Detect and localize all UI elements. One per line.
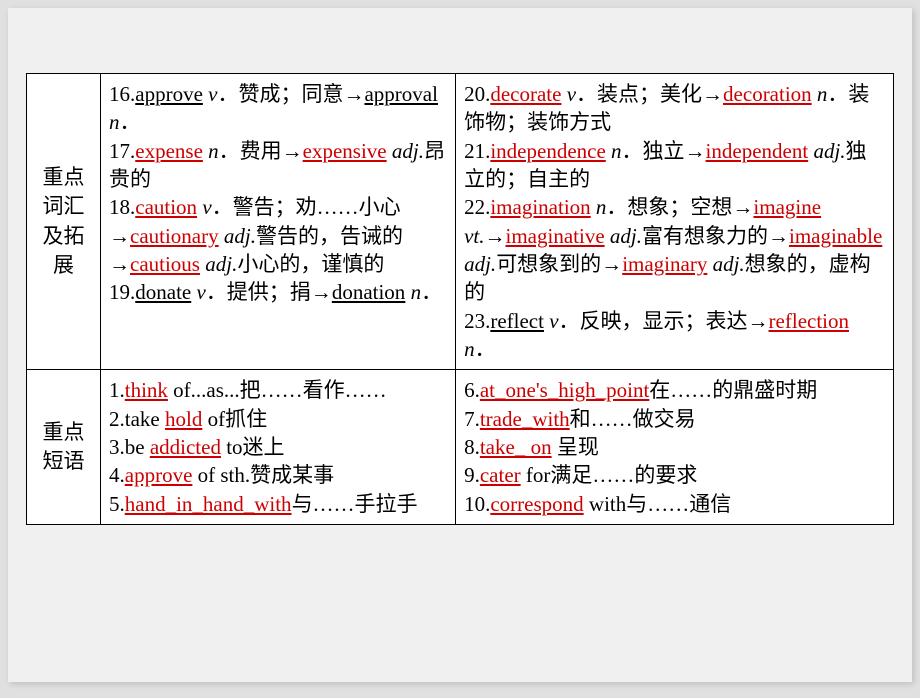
entry: 2.take hold of抓住 xyxy=(109,407,267,431)
content-cell-left-0: 16.approve v．赞成；同意→approval n．17.expense… xyxy=(101,74,456,370)
entry: 21.independence n．独立→independent adj.独立的… xyxy=(464,139,866,191)
content-cell-left-1: 1.think of...as...把……看作…… 2.take hold of抓… xyxy=(101,370,456,525)
row-label: 重点词汇及拓展 xyxy=(27,74,101,370)
row-label: 重点短语 xyxy=(27,370,101,525)
content-cell-right-1: 6.at_one's_high_point在……的鼎盛时期 7.trade_wit… xyxy=(456,370,894,525)
entry: 6.at_one's_high_point在……的鼎盛时期 xyxy=(464,378,817,402)
entry: 17.expense n．费用→expensive adj.昂贵的 xyxy=(109,139,445,191)
table-row: 重点词汇及拓展16.approve v．赞成；同意→approval n．17.… xyxy=(27,74,894,370)
entry: 3.be addicted to迷上 xyxy=(109,435,285,459)
entry: 16.approve v．赞成；同意→approval n． xyxy=(109,82,438,134)
entry: 7.trade_with和……做交易 xyxy=(464,407,696,431)
entry: 23.reflect v．反映，显示；表达→reflection n． xyxy=(464,309,849,361)
entry: 8.take_ on 呈现 xyxy=(464,435,599,459)
entry: 19.donate v．提供；捐→donation n． xyxy=(109,280,442,304)
content-cell-right-0: 20.decorate v．装点；美化→decoration n．装饰物；装饰方… xyxy=(456,74,894,370)
entry: 22.imagination n．想象；空想→imagine vt.→imagi… xyxy=(464,195,882,304)
entry: 10.correspond with与……通信 xyxy=(464,492,731,516)
entry: 5.hand_in_hand_with与……手拉手 xyxy=(109,492,418,516)
entry: 20.decorate v．装点；美化→decoration n．装饰物；装饰方… xyxy=(464,82,869,134)
entry: 1.think of...as...把……看作…… xyxy=(109,378,387,402)
entry: 4.approve of sth.赞成某事 xyxy=(109,463,334,487)
table-row: 重点短语 1.think of...as...把……看作…… 2.take hold… xyxy=(27,370,894,525)
entry: 18.caution v．警告；劝……小心→cautionary adj.警告的… xyxy=(109,195,403,276)
vocab-table: 重点词汇及拓展16.approve v．赞成；同意→approval n．17.… xyxy=(26,73,894,525)
page: 重点词汇及拓展16.approve v．赞成；同意→approval n．17.… xyxy=(8,8,912,682)
entry: 9.cater for满足……的要求 xyxy=(464,463,697,487)
